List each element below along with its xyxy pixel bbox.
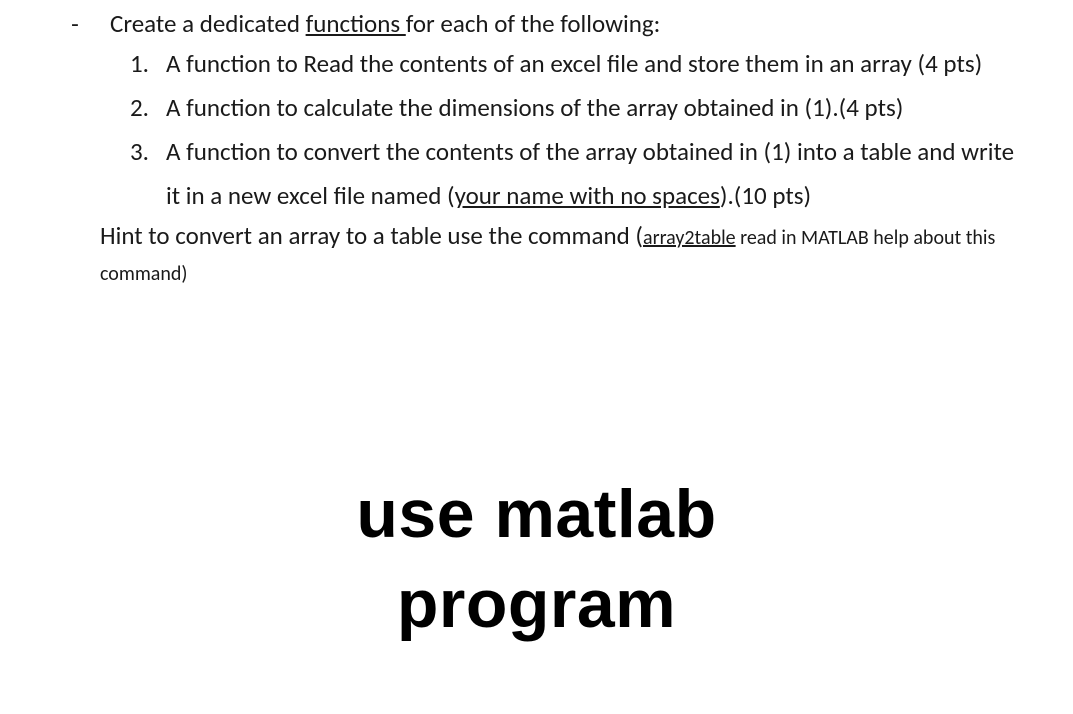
list-item-3: 3. A function to convert the contents of… <box>130 130 1033 218</box>
bullet-dash: - <box>0 6 110 42</box>
intro-prefix: Create a dedicated <box>110 8 306 39</box>
list-body: A function to Read the contents of an ex… <box>166 42 1033 86</box>
ordered-list: 1. A function to Read the contents of an… <box>130 42 1033 218</box>
list-item-1: 1. A function to Read the contents of an… <box>130 42 1033 86</box>
hint-lead: Hint to convert an array to a table use … <box>100 220 643 251</box>
list-item-2: 2. A function to calculate the dimension… <box>130 86 1033 130</box>
item3-underlined: your name with no spaces <box>455 180 720 211</box>
intro-underlined: functions <box>306 8 406 39</box>
overlay-line-2: program <box>0 570 1073 638</box>
hint-command: array2table <box>643 226 736 250</box>
list-body: A function to calculate the dimensions o… <box>166 86 1033 130</box>
intro-text: Create a dedicated functions for each of… <box>110 6 660 42</box>
list-number: 2. <box>130 86 166 130</box>
list-body: A function to convert the contents of th… <box>166 130 1033 218</box>
item3-post: ).(10 pts) <box>720 180 811 211</box>
intro-row: - Create a dedicated functions for each … <box>0 6 1073 42</box>
overlay-line-1: use matlab <box>0 480 1073 548</box>
intro-suffix: for each of the following: <box>406 8 661 39</box>
hint-line: Hint to convert an array to a table use … <box>100 218 1043 290</box>
list-number: 1. <box>130 42 166 86</box>
assignment-page: - Create a dedicated functions for each … <box>0 0 1073 714</box>
list-number: 3. <box>130 130 166 174</box>
